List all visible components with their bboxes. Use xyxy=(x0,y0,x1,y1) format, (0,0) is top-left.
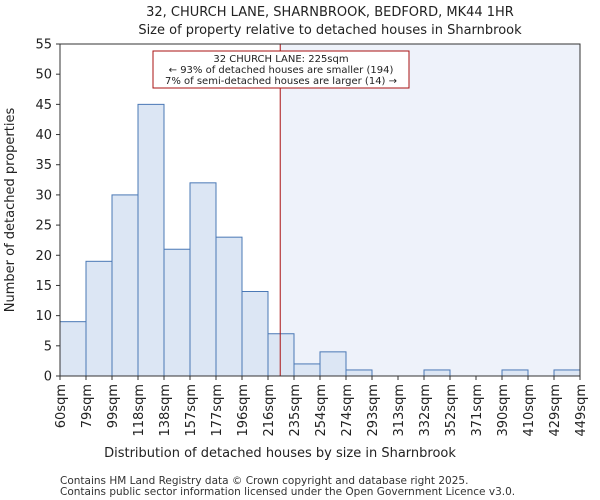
chart-title-line2: Size of property relative to detached ho… xyxy=(138,23,522,38)
x-tick-label-138sqm: 138sqm xyxy=(158,384,173,437)
y-axis: 0 5 10 15 20 25 30 35 40 45 50 55 xyxy=(35,38,60,385)
bars-group xyxy=(59,103,581,377)
larger-houses-region xyxy=(280,44,580,376)
x-tick-label-99sqm: 99sqm xyxy=(106,384,121,428)
bar-118sqm xyxy=(137,103,165,377)
bar-429sqm xyxy=(553,369,581,377)
y-tick-label-25: 25 xyxy=(35,219,52,234)
y-tick-label-40: 40 xyxy=(35,128,52,143)
y-tick-label-30: 30 xyxy=(35,188,52,203)
bar-216sqm xyxy=(267,333,295,377)
x-tick-label-235sqm: 235sqm xyxy=(288,384,303,437)
x-tick-label-177sqm: 177sqm xyxy=(210,384,225,437)
y-tick-label-0: 0 xyxy=(44,370,52,385)
bar-235sqm xyxy=(293,363,321,377)
x-tick-label-79sqm: 79sqm xyxy=(80,384,95,428)
y-axis-label: Number of detached properties xyxy=(3,108,18,313)
y-tick-label-5: 5 xyxy=(44,339,52,354)
annotation-line3: 7% of semi-detached houses are larger (1… xyxy=(165,76,397,87)
x-tick-label-313sqm: 313sqm xyxy=(392,384,407,437)
bar-254sqm xyxy=(319,351,347,377)
x-tick-label-293sqm: 293sqm xyxy=(366,384,381,437)
y-tick-label-20: 20 xyxy=(35,249,52,264)
y-tick-label-10: 10 xyxy=(35,309,52,324)
bar-157sqm xyxy=(189,182,217,377)
x-tick-label-390sqm: 390sqm xyxy=(496,384,511,437)
x-tick-label-332sqm: 332sqm xyxy=(418,384,433,437)
y-tick-label-55: 55 xyxy=(35,38,52,53)
y-tick-label-15: 15 xyxy=(35,279,52,294)
annotation-line1: 32 CHURCH LANE: 225sqm xyxy=(213,54,348,65)
x-tick-label-216sqm: 216sqm xyxy=(262,384,277,437)
x-axis-label: Distribution of detached houses by size … xyxy=(104,446,456,461)
annotation-line2: ← 93% of detached houses are smaller (19… xyxy=(169,65,394,76)
x-tick-label-254sqm: 254sqm xyxy=(314,384,329,437)
bar-332sqm xyxy=(423,369,451,377)
bar-79sqm xyxy=(85,260,113,377)
bar-390sqm xyxy=(501,369,529,377)
bar-177sqm xyxy=(215,236,243,377)
x-tick-label-429sqm: 429sqm xyxy=(548,384,563,437)
bar-99sqm xyxy=(111,194,139,377)
y-tick-label-35: 35 xyxy=(35,158,52,173)
y-tick-label-50: 50 xyxy=(35,68,52,83)
bar-138sqm xyxy=(163,248,191,377)
x-tick-label-157sqm: 157sqm xyxy=(184,384,199,437)
chart-title-line1: 32, CHURCH LANE, SHARNBROOK, BEDFORD, MK… xyxy=(146,5,514,20)
x-tick-label-449sqm: 449sqm xyxy=(574,384,589,437)
bar-196sqm xyxy=(241,290,269,377)
footer-line2: Contains public sector information licen… xyxy=(60,486,515,498)
x-tick-label-60sqm: 60sqm xyxy=(54,384,69,428)
bar-60sqm xyxy=(59,321,87,377)
x-tick-label-274sqm: 274sqm xyxy=(340,384,355,437)
annotation-box-frame xyxy=(152,50,410,89)
annotation-box: 32 CHURCH LANE: 225sqm ← 93% of detached… xyxy=(152,50,410,89)
x-tick-label-410sqm: 410sqm xyxy=(522,384,537,437)
x-axis: 60sqm 79sqm 99sqm 118sqm 138sqm 157sqm 177sqm 1… xyxy=(54,376,589,437)
x-tick-label-352sqm: 352sqm xyxy=(444,384,459,437)
x-tick-label-371sqm: 371sqm xyxy=(470,384,485,437)
x-tick-label-118sqm: 118sqm xyxy=(132,384,147,437)
x-tick-label-196sqm: 196sqm xyxy=(236,384,251,437)
plot-area: 0 5 10 15 20 25 30 35 40 45 50 55 60sqm 79sqm 99sqm 11… xyxy=(35,38,589,437)
y-tick-label-45: 45 xyxy=(35,98,52,113)
footer-line1: Contains HM Land Registry data © Crown c… xyxy=(60,475,468,487)
bar-274sqm xyxy=(345,369,373,377)
